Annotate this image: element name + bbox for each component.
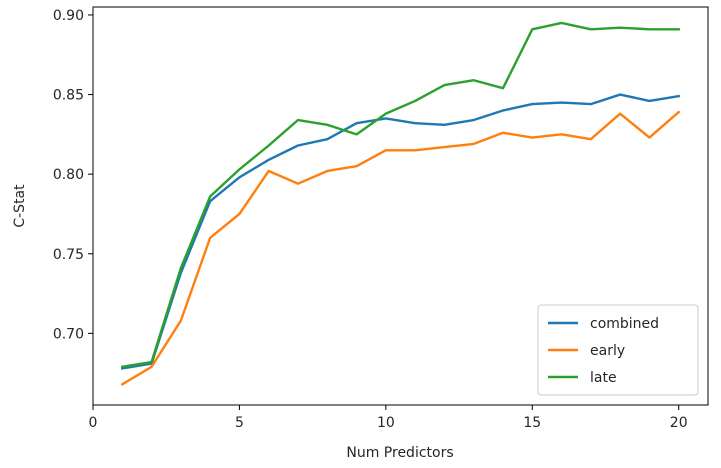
legend-box <box>537 304 699 396</box>
y-tick-label: 0.90 <box>53 8 84 24</box>
y-tick-label: 0.80 <box>53 167 84 183</box>
legend: combined early late <box>537 304 699 396</box>
y-axis-label: C-Stat <box>12 184 28 228</box>
y-tick-label: 0.70 <box>53 326 84 342</box>
x-axis-ticks: 0 5 10 15 20 <box>89 405 688 431</box>
plot-frame <box>92 6 709 406</box>
y-tick-label: 0.75 <box>53 247 84 263</box>
y-tick-label: 0.85 <box>53 88 84 104</box>
x-axis-label: Num Predictors <box>346 445 453 461</box>
x-tick-label: 15 <box>523 415 541 431</box>
x-tick-label: 20 <box>670 415 688 431</box>
series-line-combined <box>120 93 681 370</box>
series-line-late <box>120 21 680 369</box>
series-line-early <box>120 110 681 386</box>
x-tick-label: 0 <box>89 415 98 431</box>
legend-label-late: late <box>590 370 617 386</box>
legend-label-combined: combined <box>590 316 659 332</box>
legend-label-early: early <box>590 343 625 359</box>
x-tick-label: 10 <box>377 415 395 431</box>
series-layer <box>120 21 681 386</box>
x-tick-label: 5 <box>235 415 244 431</box>
y-axis-ticks: 0.70 0.75 0.80 0.85 0.90 <box>53 8 93 342</box>
